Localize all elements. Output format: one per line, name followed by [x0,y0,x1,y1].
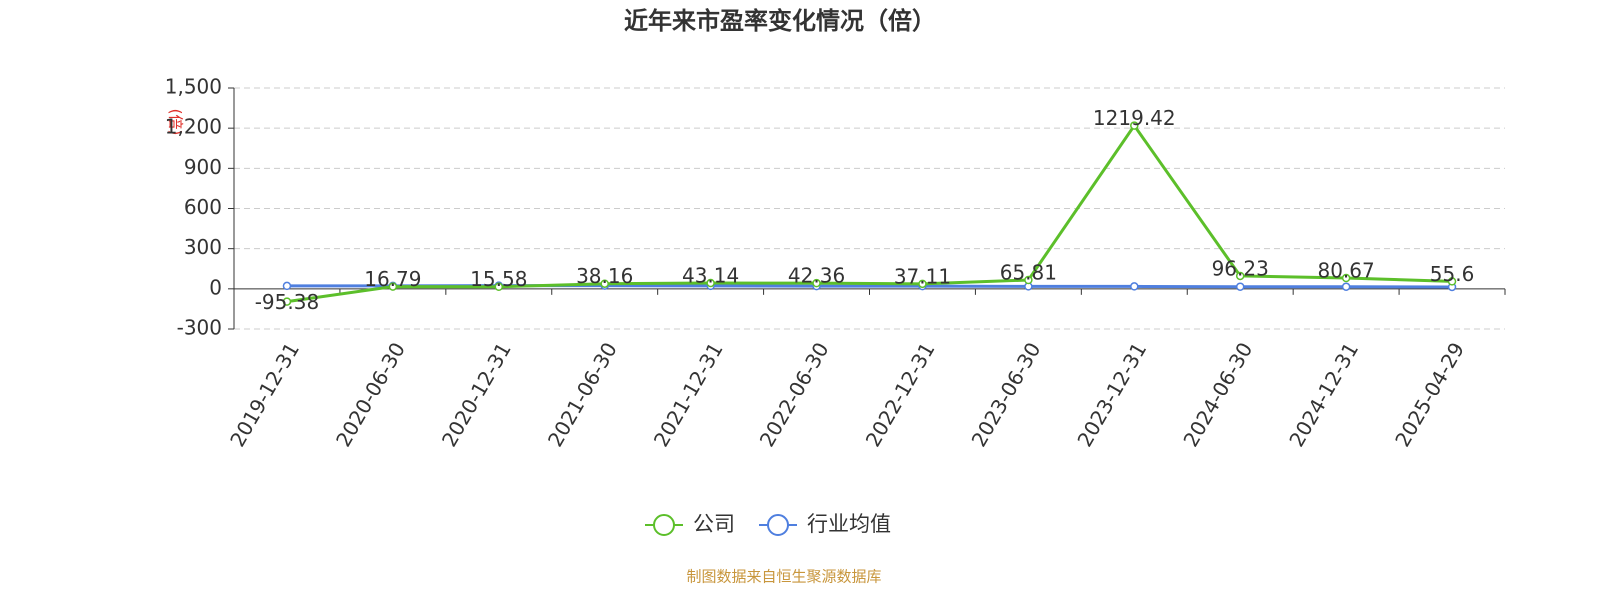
point [1447,277,1457,286]
data-label: 42.36 [788,264,845,288]
point [918,279,927,289]
x-tick-label: 2024-06-30 [1178,338,1257,451]
legend-label: 行业均值 [807,512,891,536]
point [1130,282,1139,291]
x-tick-label: 2023-06-30 [967,338,1046,451]
point [388,282,398,291]
data-label: 65.81 [1000,261,1057,285]
data-label: 80.67 [1317,259,1374,283]
source-note: 制图数据来自恒生聚源数据库 [686,568,881,586]
x-tick-label: 2020-06-30 [331,338,410,451]
y-tick-label: 1,200 [165,115,222,139]
point [1024,275,1033,285]
y-tick-label: 900 [184,155,222,179]
chart-title: 近年来市盈率变化情况（倍） [624,7,936,35]
point [1235,271,1245,281]
x-tick-label: 2021-06-30 [543,338,622,451]
y-tick-label: 0 [209,275,222,299]
x-tick-label: 2022-06-30 [755,338,834,451]
point [282,281,292,291]
y-tick-label: -300 [177,316,222,340]
point [1130,121,1139,130]
data-label: 43.14 [682,264,739,288]
point [1341,273,1351,283]
legend-label: 公司 [693,512,735,536]
legend-marker [653,514,675,536]
x-tick-label: 2023-12-31 [1072,338,1151,451]
data-label: 38.16 [576,264,633,288]
point [1341,282,1351,291]
data-label: 96.23 [1212,256,1269,280]
point [600,279,609,288]
data-label: -95.38 [255,290,319,314]
y-tick-label: 300 [184,235,222,259]
legend: 公司 行业均值 [645,512,891,536]
data-label: 15.58 [470,267,527,291]
x-tick-label: 2019-12-31 [225,338,304,451]
point [1235,282,1245,291]
x-tick-label: 2025-04-29 [1390,338,1469,451]
x-tick-label: 2021-12-31 [649,338,728,451]
point [494,282,504,291]
series-line [286,122,1453,304]
data-label: 16.79 [364,267,421,291]
point [282,297,292,306]
y-axis-label: (倍) [167,109,185,136]
point [706,278,715,288]
point [812,278,821,288]
data-label: 1219.42 [1093,106,1176,130]
x-tick-label: 2024-12-31 [1284,338,1363,451]
x-tick-label: 2022-12-31 [861,338,940,451]
x-tick-label: 2020-12-31 [437,338,516,451]
data-label: 37.11 [894,264,951,288]
y-tick-label: 600 [184,195,222,219]
data-label: 55.6 [1430,262,1475,286]
y-tick-label: 1,500 [165,75,222,99]
legend-marker [767,514,789,536]
